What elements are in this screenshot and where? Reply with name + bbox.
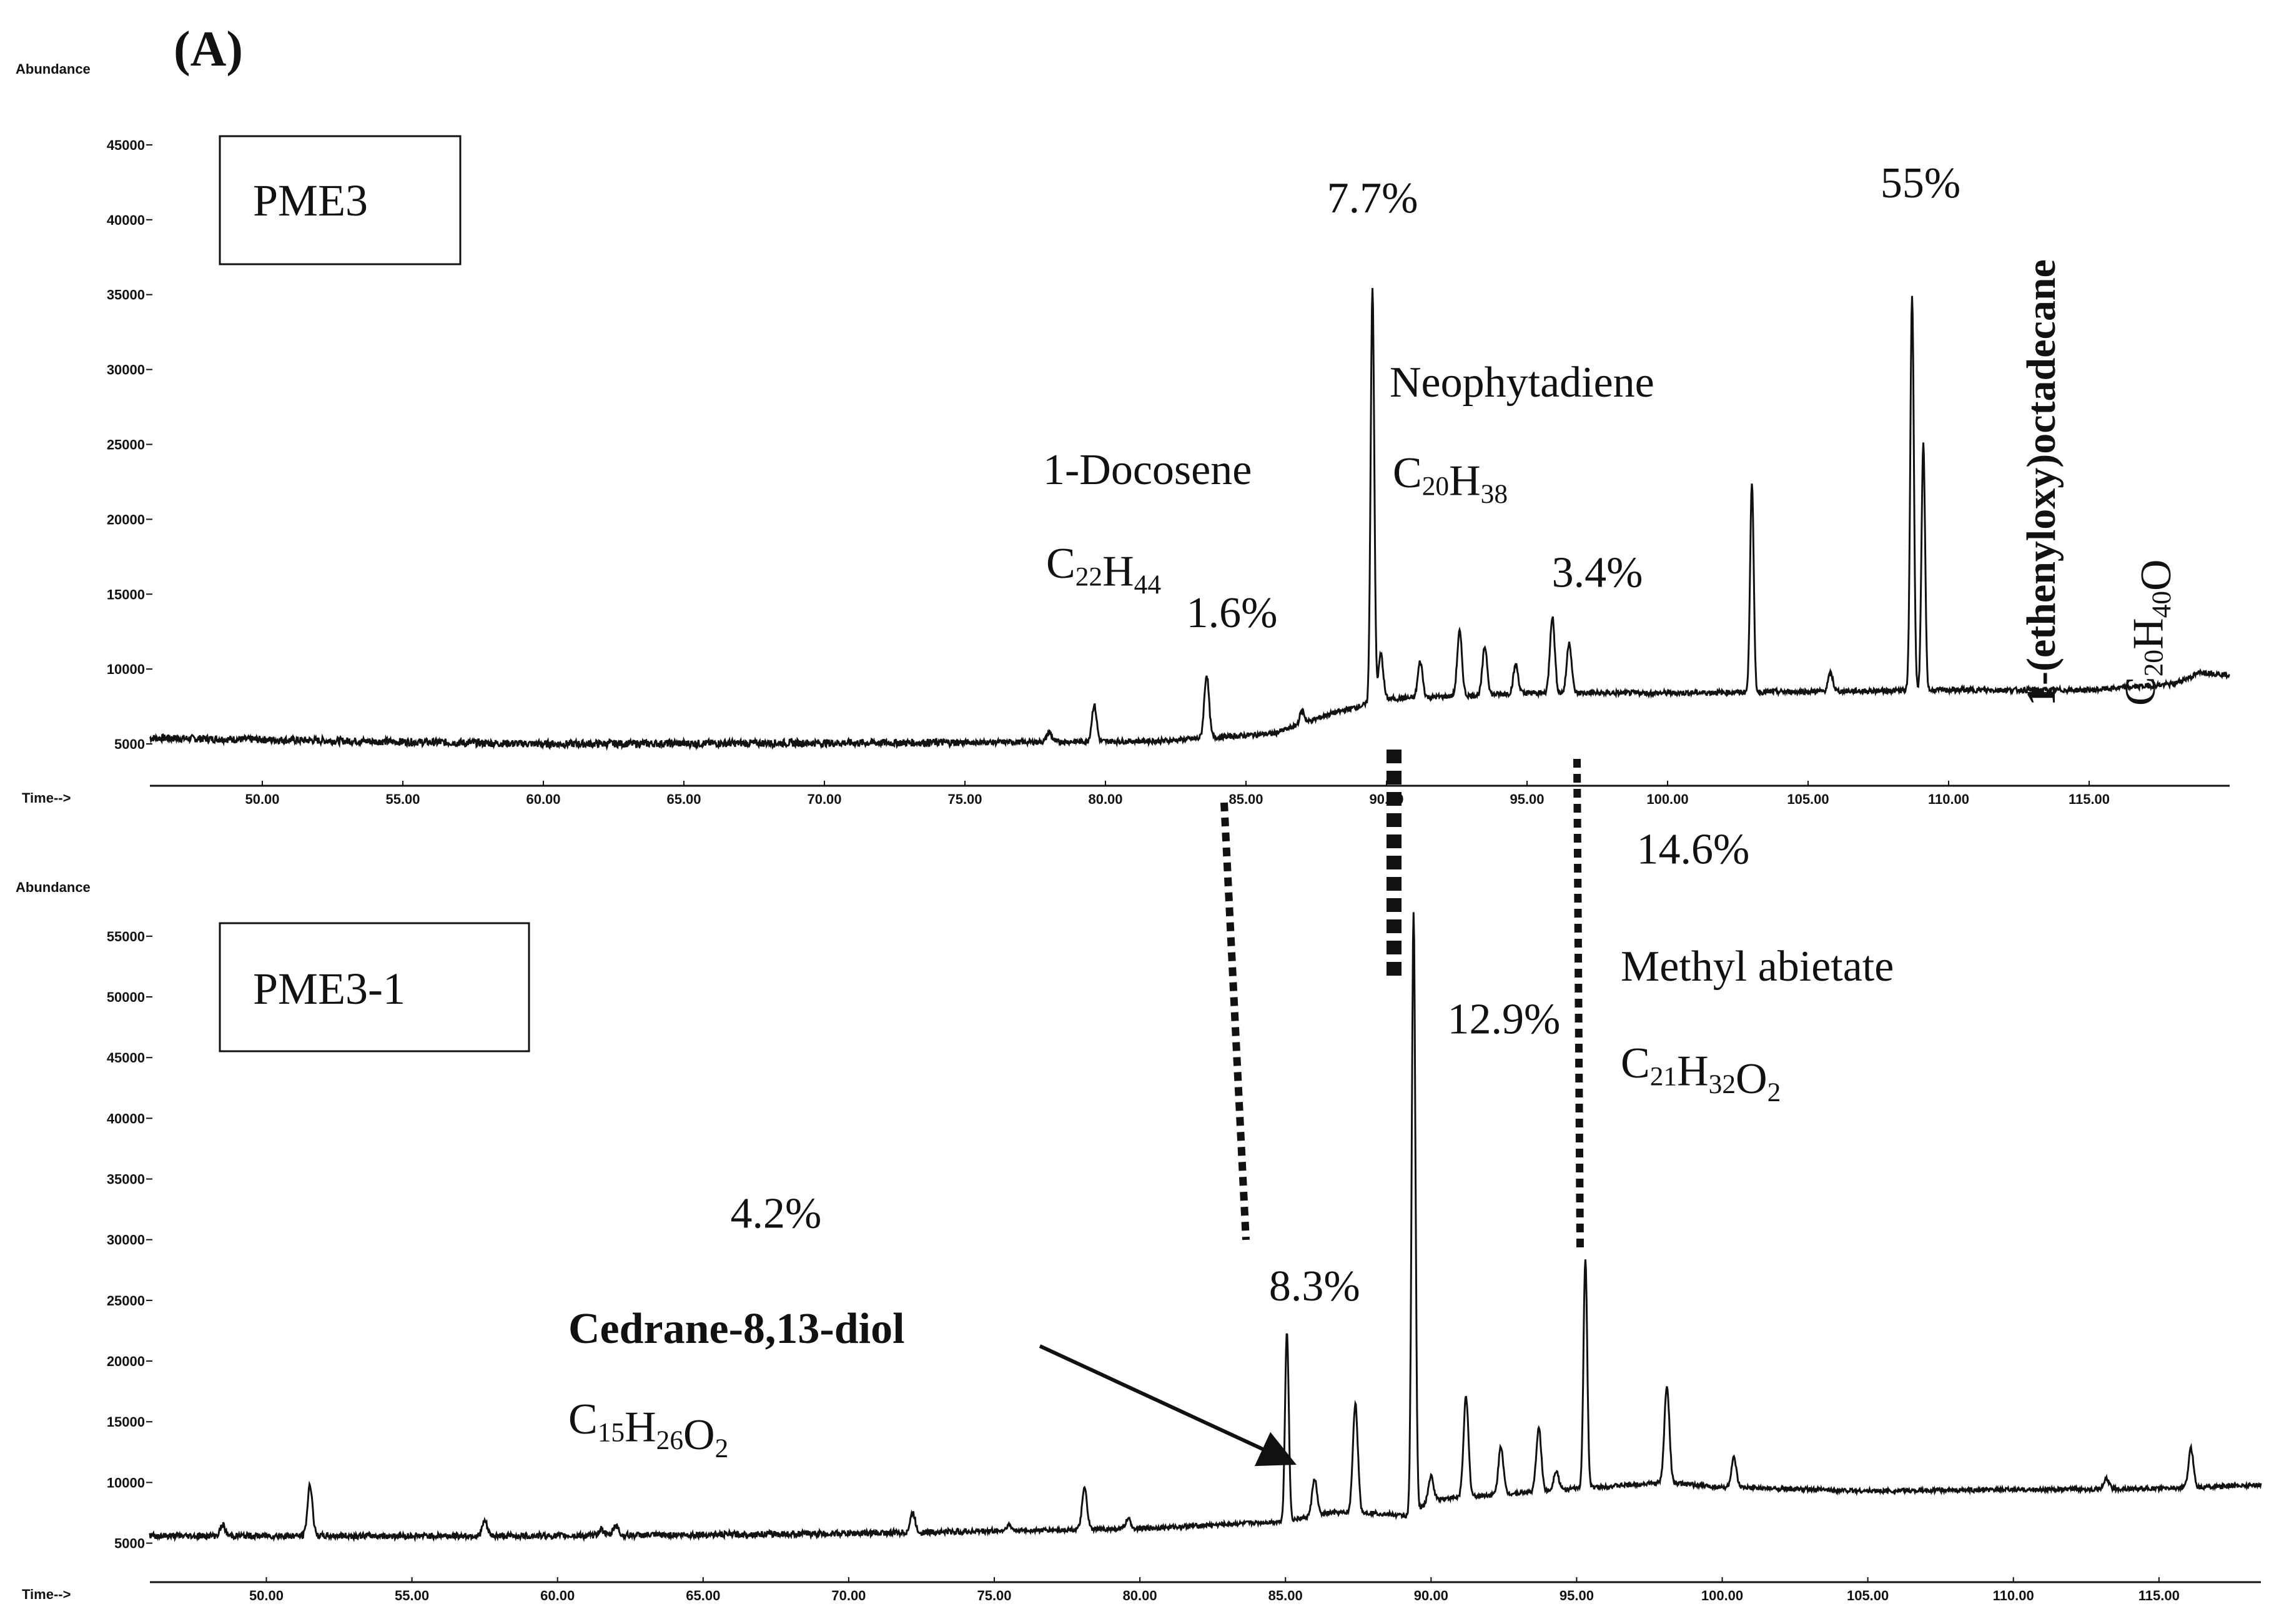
x-tick-label: 70.00: [831, 1588, 866, 1603]
peak-point: [1751, 481, 1753, 482]
peak-point: [1287, 1330, 1288, 1332]
compound-formula: C20H40O: [2117, 559, 2180, 706]
x-tick-label: 75.00: [977, 1588, 1011, 1603]
percent-label: 7.7%: [1327, 174, 1418, 222]
y-axis-label: Abundance: [16, 61, 91, 77]
y-tick-label: 55000: [107, 929, 145, 944]
series-line: [149, 912, 2262, 1543]
figure-label: (A): [174, 22, 243, 77]
peak-connector: [1220, 802, 1250, 1240]
compound-formula: C22H44: [1046, 540, 1161, 600]
y-tick-label: 15000: [107, 587, 145, 602]
x-tick-label: 70.00: [807, 791, 841, 807]
peak-point: [1206, 675, 1207, 676]
x-tick-label: 90.00: [1414, 1588, 1448, 1603]
percent-label: 8.3%: [1269, 1262, 1360, 1310]
compound-formula: C15H26O2: [568, 1395, 728, 1463]
x-tick-label: 100.00: [1646, 791, 1688, 807]
annotation-arrow: [1039, 1344, 1297, 1467]
y-tick-label: 45000: [107, 1050, 145, 1066]
percent-label: 14.6%: [1636, 825, 1749, 873]
y-tick-label: 5000: [114, 1536, 145, 1552]
x-tick-label: 115.00: [2069, 791, 2110, 807]
percent-label: 1.6%: [1187, 589, 1278, 637]
x-tick-label: 65.00: [666, 791, 701, 807]
x-tick-label: 115.00: [2138, 1588, 2180, 1603]
compound-name: 1-(ethenyloxy)octadecane: [2019, 259, 2064, 706]
x-tick-label: 105.00: [1787, 791, 1829, 807]
compound-name: Methyl abietate: [1621, 943, 1894, 991]
x-tick-label: 110.00: [1993, 1588, 2034, 1603]
peak-point: [1372, 287, 1373, 288]
x-tick-label: 55.00: [385, 791, 420, 807]
peak-point: [1584, 1257, 1586, 1259]
compound-name: 1-Docosene: [1043, 446, 1252, 494]
x-tick-label: 60.00: [540, 1588, 575, 1603]
compound-formula: C20H38: [1393, 449, 1508, 509]
y-tick-label: 30000: [107, 1232, 145, 1248]
x-tick-label: 85.00: [1268, 1588, 1303, 1603]
x-tick-label: 95.00: [1560, 1588, 1594, 1603]
panel-label-box: [219, 922, 530, 1052]
x-tick-label: 60.00: [526, 791, 560, 807]
percent-label: 55%: [1881, 159, 1960, 207]
y-tick-label: 15000: [107, 1414, 145, 1430]
y-tick-label: 10000: [107, 661, 145, 677]
y-tick-label: 40000: [107, 212, 145, 228]
panel-label: PME3: [253, 176, 368, 225]
x-axis-label: Time-->: [22, 790, 71, 806]
y-tick-label: 10000: [107, 1475, 145, 1490]
x-tick-label: 50.00: [249, 1588, 284, 1603]
percent-label: 4.2%: [730, 1189, 821, 1237]
x-tick-label: 110.00: [1928, 791, 1969, 807]
panel-label: PME3-1: [253, 964, 405, 1014]
y-axis-label: Abundance: [16, 879, 91, 895]
percent-label: 3.4%: [1552, 548, 1643, 597]
peak-point: [1912, 294, 1913, 295]
x-tick-label: 80.00: [1123, 1588, 1157, 1603]
x-tick-label: 95.00: [1510, 791, 1544, 807]
x-tick-label: 85.00: [1229, 791, 1263, 807]
peak-connector: [1573, 758, 1584, 1250]
x-axis-label: Time-->: [22, 1587, 71, 1602]
x-tick-label: 50.00: [245, 791, 279, 807]
x-tick-label: 65.00: [686, 1588, 720, 1603]
y-tick-label: 45000: [107, 137, 145, 153]
y-tick-label: 5000: [114, 736, 145, 752]
x-tick-label: 55.00: [395, 1588, 429, 1603]
y-tick-label: 25000: [107, 1293, 145, 1309]
peak-point: [1666, 1385, 1668, 1386]
y-tick-label: 30000: [107, 362, 145, 378]
y-tick-label: 25000: [107, 437, 145, 452]
y-tick-label: 35000: [107, 287, 145, 303]
y-tick-label: 40000: [107, 1111, 145, 1126]
series-line: [149, 288, 2230, 751]
x-tick-label: 100.00: [1701, 1588, 1743, 1603]
y-tick-label: 35000: [107, 1172, 145, 1187]
y-tick-label: 50000: [107, 989, 145, 1005]
y-tick-label: 20000: [107, 512, 145, 527]
compound-formula: C21H32O2: [1621, 1039, 1781, 1107]
x-tick-label: 75.00: [947, 791, 982, 807]
y-tick-label: 20000: [107, 1354, 145, 1369]
compound-name: Cedrane-8,13-diol: [568, 1305, 905, 1353]
x-tick-label: 105.00: [1847, 1588, 1889, 1603]
percent-label: 12.9%: [1447, 995, 1560, 1043]
compound-name: Neophytadiene: [1390, 359, 1654, 407]
panel-label-box: [219, 135, 462, 265]
x-tick-label: 80.00: [1088, 791, 1122, 807]
